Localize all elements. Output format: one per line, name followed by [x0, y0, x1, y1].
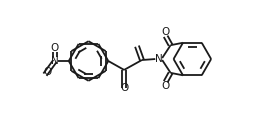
Text: N: N — [155, 54, 163, 64]
Text: O: O — [161, 27, 170, 37]
Text: N: N — [51, 56, 59, 66]
Text: O: O — [43, 67, 51, 77]
Text: O: O — [120, 83, 128, 93]
Text: O: O — [161, 81, 170, 91]
Text: O: O — [51, 43, 59, 53]
